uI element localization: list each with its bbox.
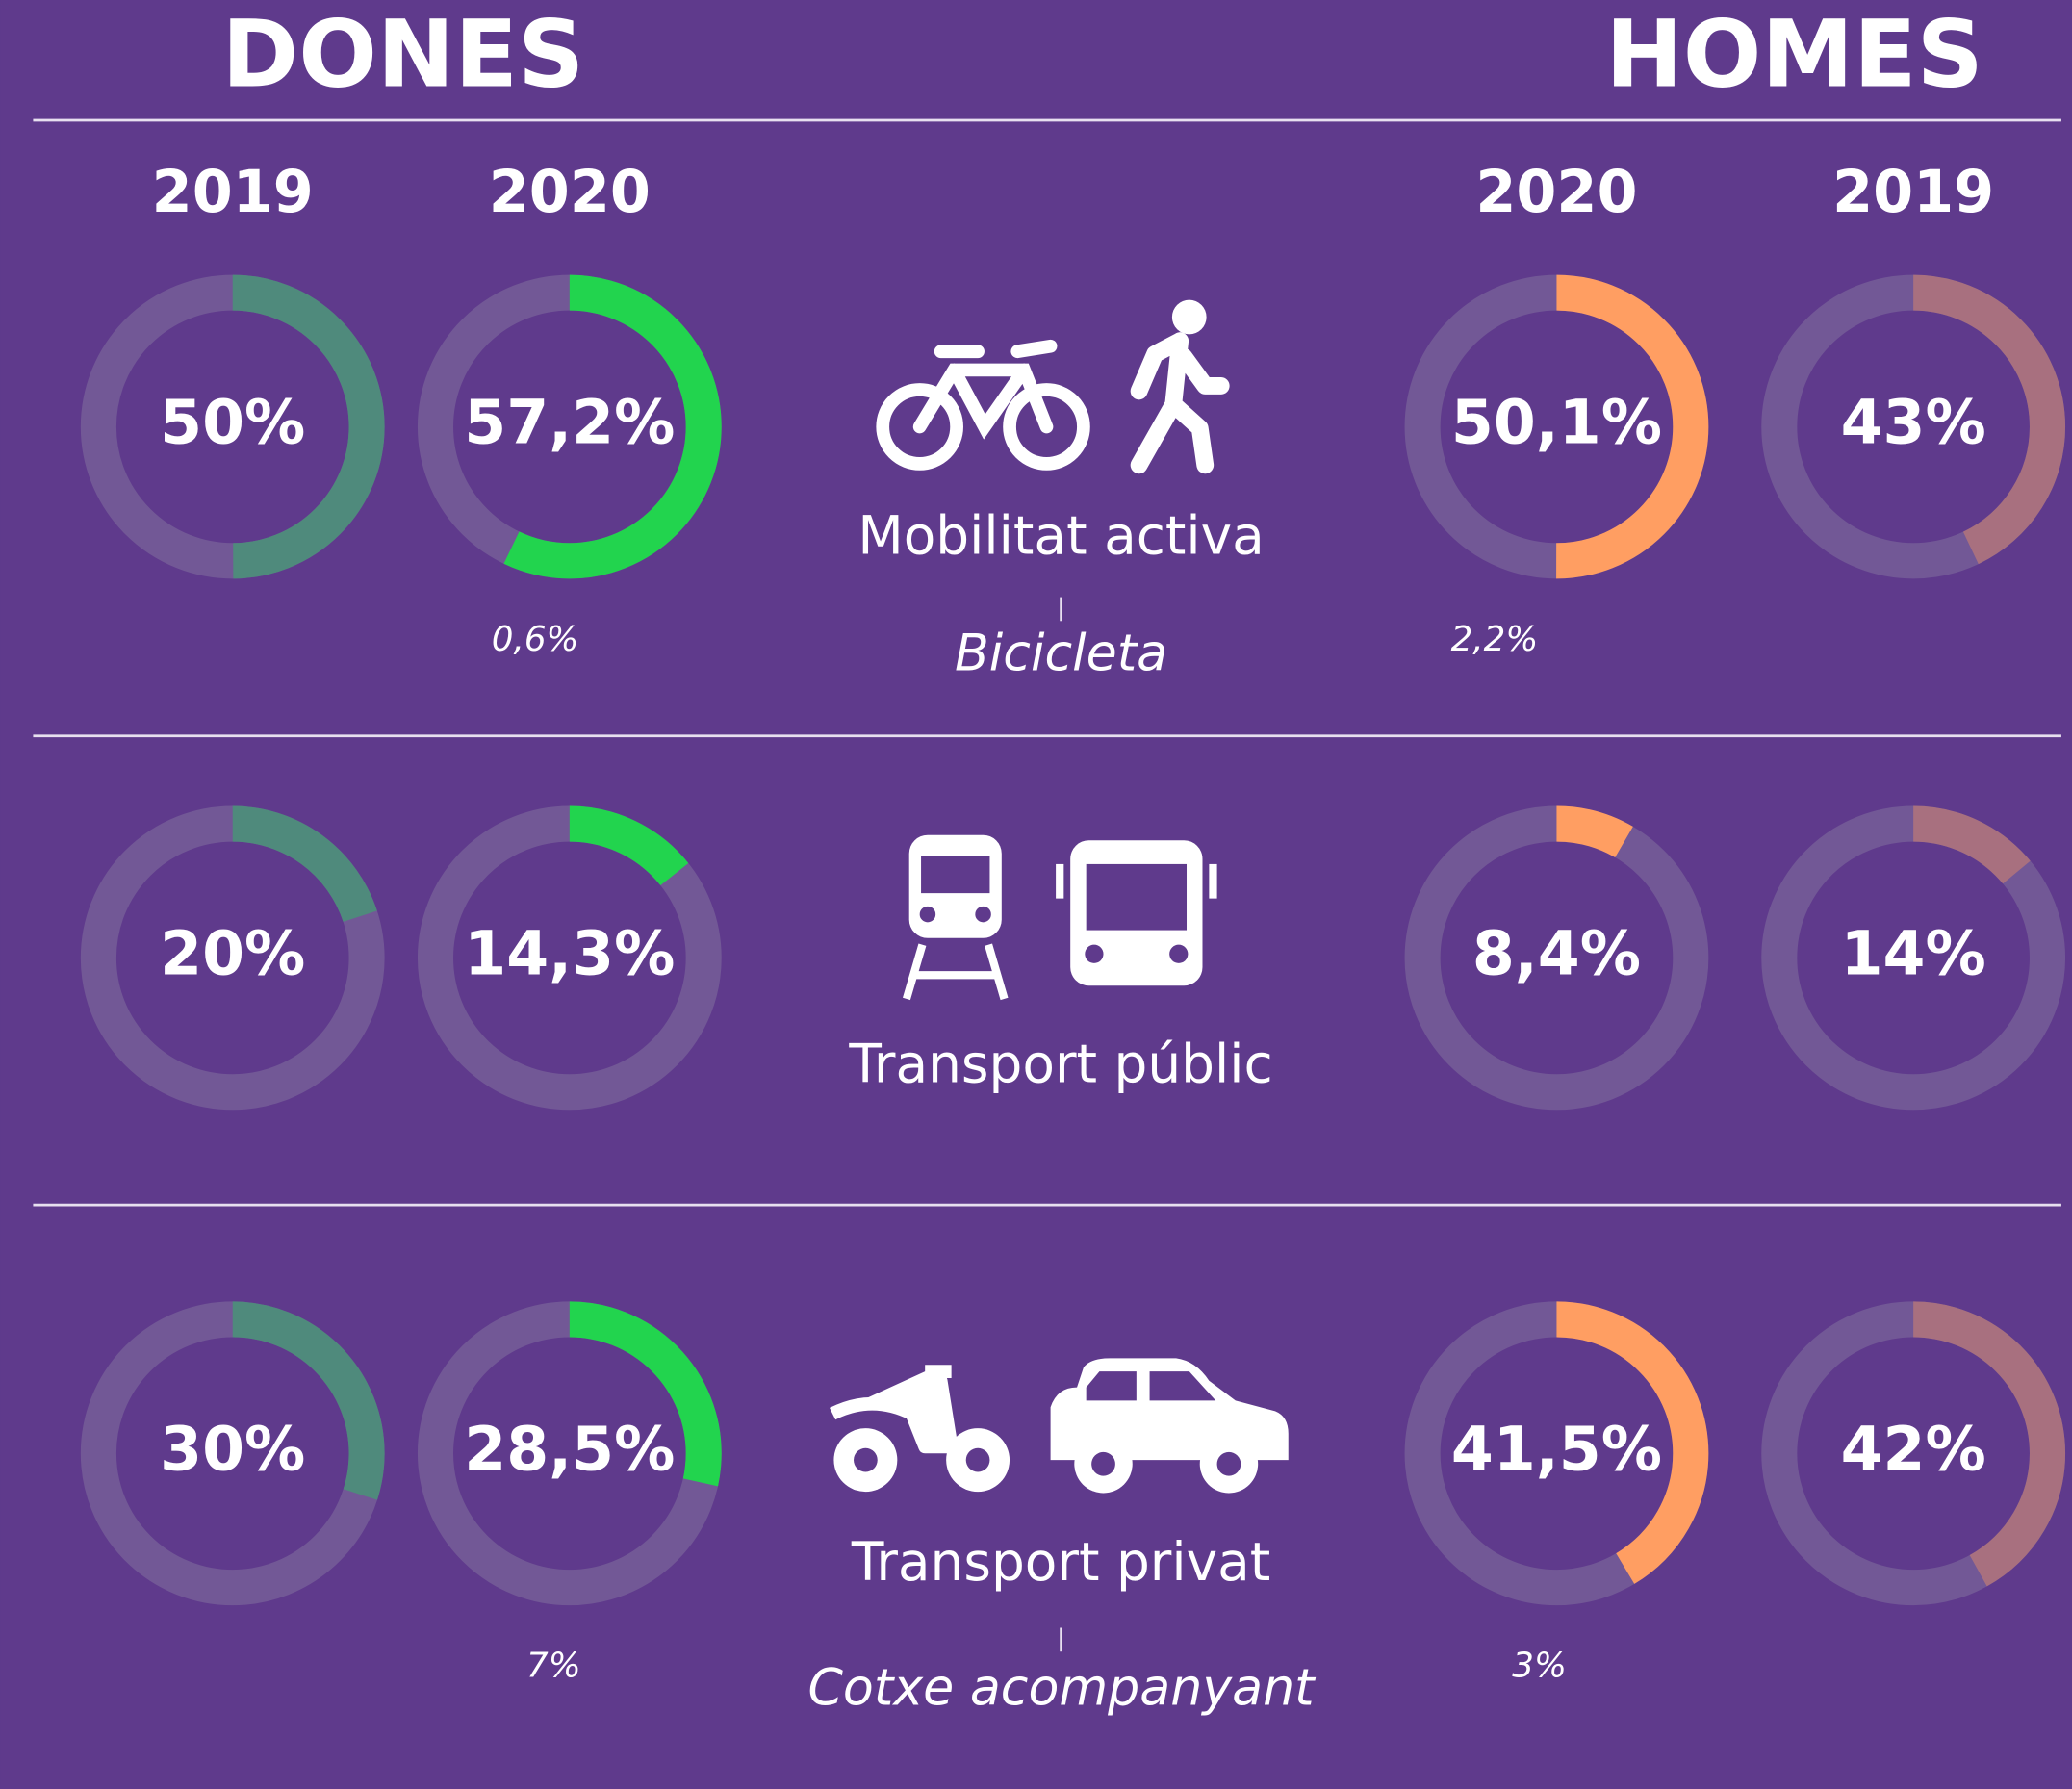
sub-label: Bicicleta <box>955 625 1167 682</box>
value-label: 43% <box>1841 387 1986 458</box>
value-label: 14,3% <box>464 917 675 988</box>
year-label: 2020 <box>489 159 651 226</box>
dividers <box>33 118 2061 1652</box>
donut-arc <box>417 805 722 1111</box>
value-label: 42% <box>1841 1413 1986 1484</box>
donut-arc <box>417 1301 722 1606</box>
year-label: 2019 <box>152 159 314 226</box>
note-label: 2,2% <box>1451 620 1539 659</box>
value-label: 50% <box>160 387 305 458</box>
value-label: 57,2% <box>464 387 675 458</box>
value-label: 14% <box>1841 917 1986 988</box>
year-label: 2019 <box>1832 159 1994 226</box>
value-label: 30% <box>160 1413 305 1484</box>
donut-arc <box>1761 805 2066 1111</box>
donut-arc <box>80 1301 385 1606</box>
note-label: 3% <box>1512 1647 1567 1686</box>
value-label: 20% <box>160 917 305 988</box>
group-title: HOMES <box>1605 1 1983 109</box>
sub-label: Cotxe acompanyant <box>808 1659 1317 1717</box>
donut-arc <box>80 805 385 1111</box>
donut-arc <box>80 274 385 579</box>
note-label: 0,6% <box>492 620 579 659</box>
donut-arc <box>1404 1301 1709 1606</box>
category-label: Transport públic <box>848 1033 1272 1094</box>
donut-arc <box>417 274 722 579</box>
group-title: DONES <box>221 1 584 109</box>
icon-bike-walk <box>876 299 1230 474</box>
category-label: Transport privat <box>851 1531 1270 1593</box>
donut-arc <box>1404 274 1709 579</box>
value-label: 41,5% <box>1451 1413 1662 1484</box>
donut-arc <box>1404 805 1709 1111</box>
donut-arc <box>1761 274 2066 579</box>
value-label: 28,5% <box>464 1413 675 1484</box>
note-label: 7% <box>526 1647 581 1686</box>
category-label: Mobilitat activa <box>857 504 1265 566</box>
value-label: 8,4% <box>1472 917 1641 988</box>
year-label: 2020 <box>1475 159 1637 226</box>
icon-train-bus <box>902 834 1217 1001</box>
donut-arc <box>1761 1301 2066 1606</box>
icon-scooter-car <box>829 1358 1289 1494</box>
value-label: 50,1% <box>1451 387 1662 458</box>
